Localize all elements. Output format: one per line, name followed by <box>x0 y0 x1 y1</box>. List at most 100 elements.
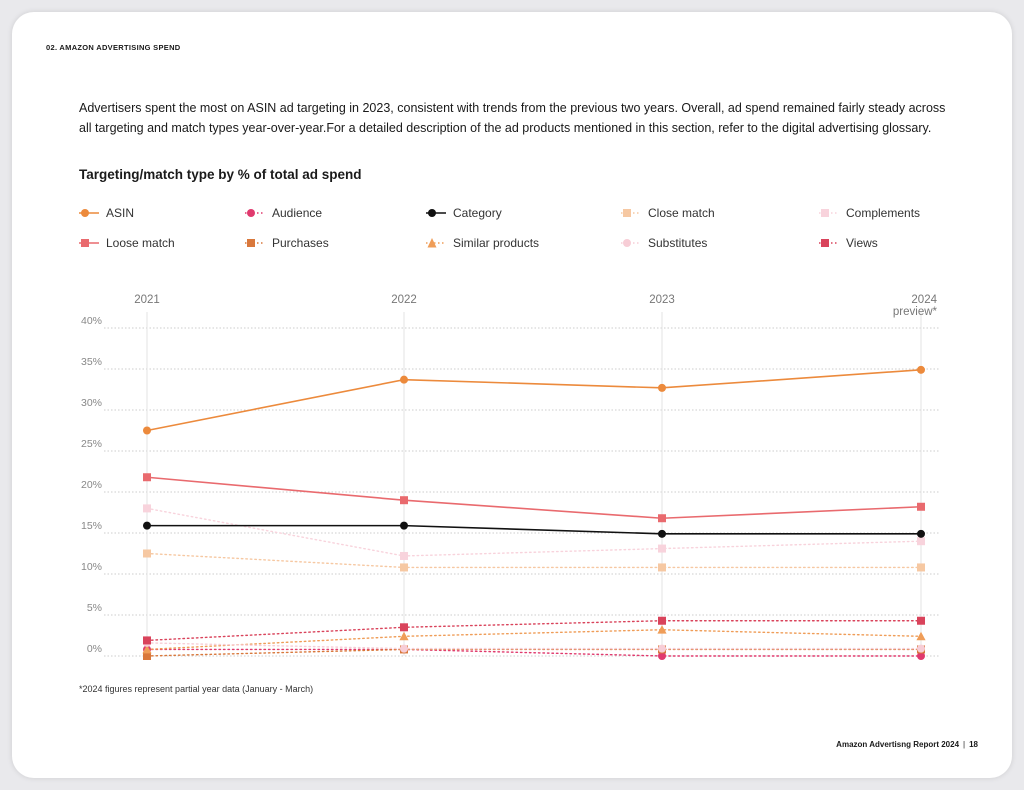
series-line-views <box>146 620 922 642</box>
legend-item-loose-match: Loose match <box>78 235 175 251</box>
data-point-similar-products <box>399 631 409 641</box>
data-point-views <box>400 623 408 632</box>
series-similar-products <box>142 625 926 654</box>
y-tick-label: 5% <box>87 602 102 614</box>
y-tick-label: 20% <box>81 479 102 491</box>
data-point-close-match <box>917 563 925 572</box>
data-point-category <box>400 521 408 530</box>
data-point-audience <box>917 652 925 660</box>
legend-item-complements: Complements <box>818 205 920 221</box>
legend-label: Views <box>846 236 878 250</box>
data-point-similar-products <box>142 644 152 654</box>
series-line-substitutes <box>146 642 922 650</box>
data-point-complements <box>658 544 666 553</box>
legend-item-category: Category <box>425 205 502 221</box>
legend-item-asin: ASIN <box>78 205 134 221</box>
data-point-views <box>143 636 151 645</box>
legend-item-purchases: Purchases <box>244 235 329 251</box>
series-close-match <box>143 549 925 572</box>
series-line-loose-match <box>146 476 922 520</box>
y-tick-label: 40% <box>81 315 102 327</box>
legend-label: Complements <box>846 206 921 220</box>
series-line-audience <box>146 648 922 657</box>
series-line-similar-products <box>146 629 922 651</box>
intro-paragraph: Advertisers spent the most on ASIN ad ta… <box>79 101 946 135</box>
series-line-purchases <box>146 648 922 657</box>
series-complements <box>143 504 925 560</box>
legend-label: Close match <box>648 206 715 220</box>
data-point-loose-match <box>143 473 151 482</box>
report-name: Amazon Advertisng Report 2024 <box>836 740 960 749</box>
data-point-substitutes <box>917 644 925 653</box>
legend-item-substitutes: Substitutes <box>620 235 707 251</box>
data-point-complements <box>400 551 408 560</box>
legend-label: Purchases <box>272 236 329 250</box>
x-tick-label: 2022 <box>391 294 417 306</box>
y-tick-label: 15% <box>81 520 102 532</box>
x-tick-label: 2023 <box>649 294 675 306</box>
data-point-loose-match <box>658 514 666 523</box>
footer-separator: | <box>963 740 966 749</box>
legend-swatch <box>245 209 265 217</box>
data-point-complements <box>917 537 925 546</box>
legend-item-close-match: Close match <box>620 205 715 221</box>
data-point-similar-products <box>916 631 926 641</box>
data-point-asin <box>658 383 666 392</box>
legend-swatch <box>819 239 839 247</box>
legend-item-views: Views <box>818 235 878 251</box>
data-point-close-match <box>400 563 408 572</box>
y-tick-label: 35% <box>81 356 102 368</box>
data-point-asin <box>400 375 408 384</box>
y-tick-label: 10% <box>81 561 102 573</box>
legend-swatch <box>79 239 99 247</box>
data-point-category <box>658 529 666 538</box>
legend-label: ASIN <box>106 206 135 220</box>
y-tick-label: 30% <box>81 397 102 409</box>
y-tick-label: 25% <box>81 438 102 450</box>
legend-item-similar-products: Similar products <box>425 235 539 251</box>
legend-label: Audience <box>272 206 323 220</box>
data-point-audience <box>658 652 666 660</box>
data-point-asin <box>917 365 925 374</box>
legend-swatch <box>79 209 99 217</box>
series-category <box>143 521 925 538</box>
series-loose-match <box>143 473 925 523</box>
legend-label: Similar products <box>453 236 540 250</box>
x-tick-sublabel: preview* <box>893 306 938 318</box>
legend-label: Category <box>453 206 502 220</box>
series-line-complements <box>146 507 922 557</box>
data-point-views <box>917 616 925 625</box>
data-point-asin <box>143 426 151 435</box>
page-footer: Amazon Advertisng Report 2024 | 18 <box>836 740 978 749</box>
data-point-loose-match <box>917 502 925 511</box>
series-asin <box>143 365 925 435</box>
report-page: 02. AMAZON ADVERTISING SPEND Advertisers… <box>12 12 1012 778</box>
legend-swatch <box>621 209 641 217</box>
data-point-substitutes <box>400 644 408 653</box>
data-point-views <box>658 616 666 625</box>
chart-legend: ASIN Audience Category Close match Complemen… <box>78 205 978 265</box>
legend-label: Substitutes <box>648 236 708 250</box>
legend-swatch <box>245 239 265 247</box>
footnote: *2024 figures represent partial year dat… <box>79 684 314 694</box>
data-point-category <box>143 521 151 530</box>
legend-swatch <box>819 209 839 217</box>
y-tick-label: 0% <box>87 643 102 655</box>
page-number: 18 <box>969 740 978 749</box>
legend-swatch <box>426 238 446 248</box>
data-point-complements <box>143 504 151 513</box>
data-point-substitutes <box>658 644 666 653</box>
line-chart: 0% 5% 10% 15% 20% 25% 30% 35% 40% 2021 2022 2023 202… <box>81 294 940 660</box>
legend-label: Loose match <box>106 236 175 250</box>
legend-swatch <box>426 209 446 217</box>
x-tick-label: 2021 <box>134 294 160 306</box>
series-line-asin <box>146 369 922 432</box>
x-tick-label: 2024 <box>911 294 937 306</box>
series-line-close-match <box>146 552 922 569</box>
chart-title: Targeting/match type by % of total ad sp… <box>79 167 362 182</box>
data-point-close-match <box>658 563 666 572</box>
legend-item-audience: Audience <box>244 205 322 221</box>
data-point-category <box>917 529 925 538</box>
legend-swatch <box>621 239 641 247</box>
series-line-category <box>146 524 922 535</box>
